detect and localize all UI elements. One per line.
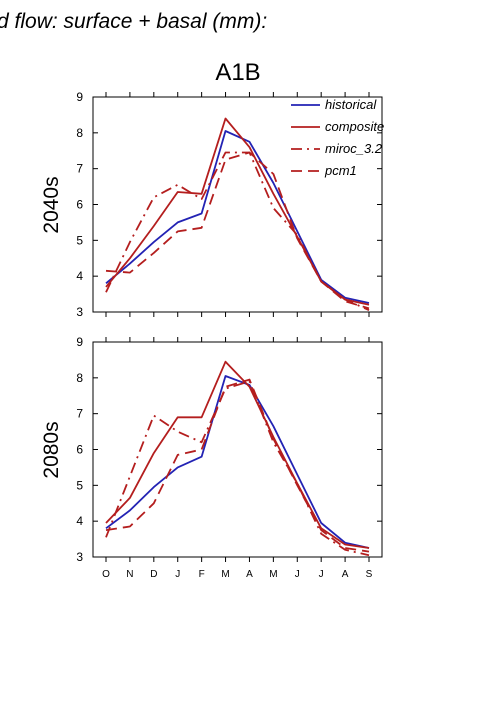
x-tick-label: J — [175, 569, 180, 580]
y-tick-label: 5 — [76, 478, 83, 492]
y-tick-label: 9 — [76, 335, 83, 349]
legend: historical composite miroc_3.2 pcm1 — [291, 97, 384, 178]
x-tick-label: O — [102, 569, 110, 580]
y-tick-label: 3 — [76, 550, 83, 564]
legend-label-composite: composite — [325, 119, 384, 134]
chart-panel-2040s: 3 4 5 6 7 8 9 2040s historical composite miroc_3.2… — [40, 90, 384, 319]
figure-title: d flow: surface + basal (mm): — [0, 10, 267, 33]
x-tick-label: A — [342, 569, 349, 580]
x-tick-label: A — [246, 569, 253, 580]
series-line-historical — [105, 130, 370, 304]
series-line-pcm1 — [105, 151, 370, 310]
y-axis-label: 2080s — [40, 421, 63, 478]
x-tick-label: J — [295, 569, 300, 580]
scenario-title: A1B — [215, 59, 260, 86]
x-tick-label: D — [150, 569, 157, 580]
y-tick-label: 8 — [76, 371, 83, 385]
series-line-historical — [105, 375, 370, 549]
series-line-pcm1 — [105, 378, 370, 553]
y-tick-label: 4 — [76, 269, 83, 283]
x-tick-label: M — [269, 569, 277, 580]
x-tick-label: M — [221, 569, 229, 580]
y-tick-label: 7 — [76, 162, 83, 176]
x-tick-label: N — [126, 569, 133, 580]
legend-label-pcm1: pcm1 — [324, 163, 357, 178]
series-line-miroc_3.2 — [105, 380, 370, 557]
x-tick-label: J — [319, 569, 324, 580]
y-tick-label: 3 — [76, 305, 83, 319]
y-tick-label: 9 — [76, 90, 83, 104]
y-tick-label: 4 — [76, 514, 83, 528]
y-tick-label: 5 — [76, 233, 83, 247]
series-line-composite — [105, 360, 370, 549]
y-tick-label: 6 — [76, 198, 83, 212]
y-tick-label: 8 — [76, 126, 83, 140]
y-tick-label: 7 — [76, 407, 83, 421]
y-axis-label: 2040s — [40, 176, 63, 233]
y-tick-label: 6 — [76, 443, 83, 457]
x-tick-label: F — [199, 569, 205, 580]
chart-panels: 3 4 5 6 7 8 9 2040s historical composite miroc_3.2… — [40, 90, 384, 580]
legend-label-miroc_3.2: miroc_3.2 — [325, 141, 383, 156]
chart-panel-2080s: 3 4 5 6 7 8 9 O N D J F M A M J J A S 2080s — [40, 335, 383, 580]
legend-label-historical: historical — [325, 97, 377, 112]
x-tick-label: S — [366, 569, 373, 580]
